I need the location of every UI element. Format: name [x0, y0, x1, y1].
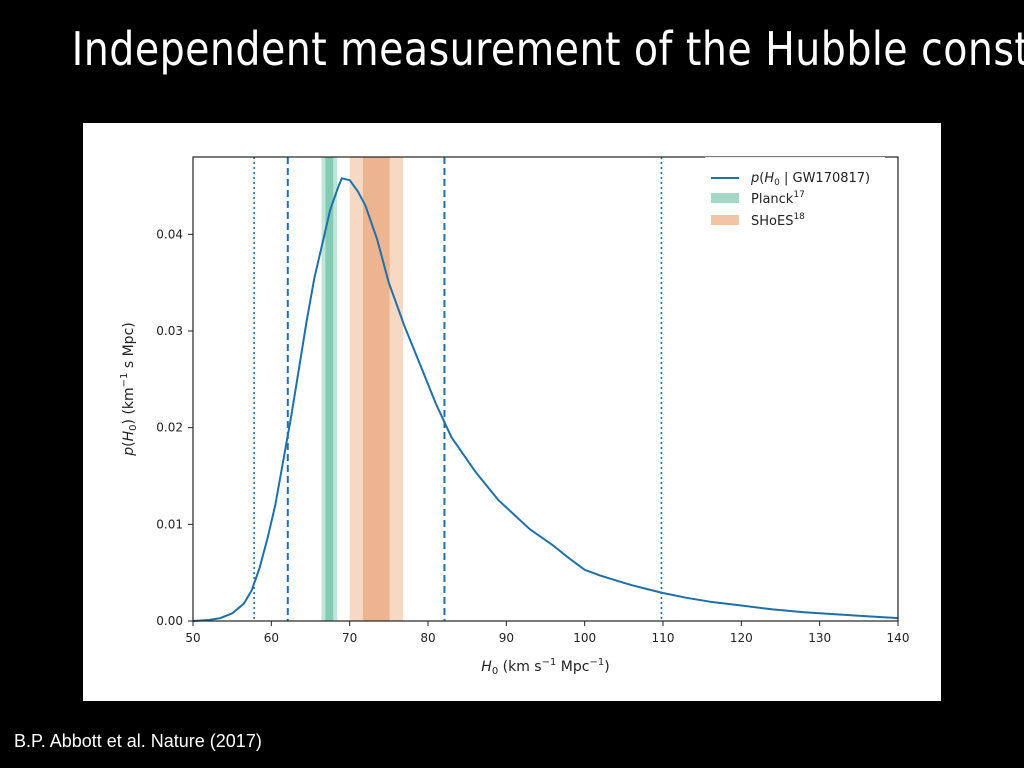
posterior-curve-layer — [192, 177, 899, 622]
legend-swatch-planck — [711, 193, 739, 203]
x-tick-label-130: 130 — [808, 631, 831, 645]
bands-layer — [321, 157, 403, 621]
x-tick-label-100: 100 — [573, 631, 596, 645]
ticks: 50 60 70 80 90 100 110 120 130 140 0.00 0.01 0.02 0.0… — [156, 227, 909, 645]
x-tick-label-60: 60 — [264, 631, 279, 645]
legend-label-posterior: p(H0 | GW170817) — [750, 171, 870, 188]
y-tick-label-3: 0.03 — [156, 324, 183, 338]
credible-interval-lines — [253, 157, 663, 621]
x-tick-label-110: 110 — [652, 631, 675, 645]
x-tick-label-70: 70 — [342, 631, 357, 645]
slide-title: Independent measurement of the Hubble co… — [71, 22, 1024, 76]
x-axis-label: H0 (km s−1 Mpc−1) — [481, 657, 609, 677]
posterior-curve — [192, 177, 899, 622]
figure-panel: 50 60 70 80 90 100 110 120 130 140 0.00 0.01 0.02 0.0… — [83, 123, 941, 701]
y-tick-label-0: 0.00 — [156, 614, 183, 628]
shoes18-band-inner — [362, 157, 390, 621]
x-tick-label-140: 140 — [887, 631, 910, 645]
legend-label-shoes: SHoES18 — [751, 212, 805, 229]
citation: B.P. Abbott et al. Nature (2017) — [14, 731, 262, 751]
legend-label-planck: Planck17 — [751, 190, 805, 207]
axes — [192, 156, 899, 622]
hubble-posterior-chart: 50 60 70 80 90 100 110 120 130 140 0.00 0.01 0.02 0.0… — [119, 156, 909, 677]
x-tick-label-80: 80 — [420, 631, 435, 645]
x-tick-label-50: 50 — [185, 631, 200, 645]
planck17-band-inner — [325, 157, 334, 621]
y-tick-label-1: 0.01 — [156, 517, 183, 531]
y-axis-label: p(H0) (km−1 s Mpc) — [119, 322, 139, 456]
x-tick-label-120: 120 — [730, 631, 753, 645]
legend-swatch-shoes — [711, 215, 739, 225]
plot-frame — [192, 156, 899, 622]
legend: p(H0 | GW170817) Planck17 SHoES18 — [705, 157, 885, 233]
y-tick-label-4: 0.04 — [156, 227, 183, 241]
y-tick-label-2: 0.02 — [156, 421, 183, 435]
x-tick-label-90: 90 — [499, 631, 514, 645]
